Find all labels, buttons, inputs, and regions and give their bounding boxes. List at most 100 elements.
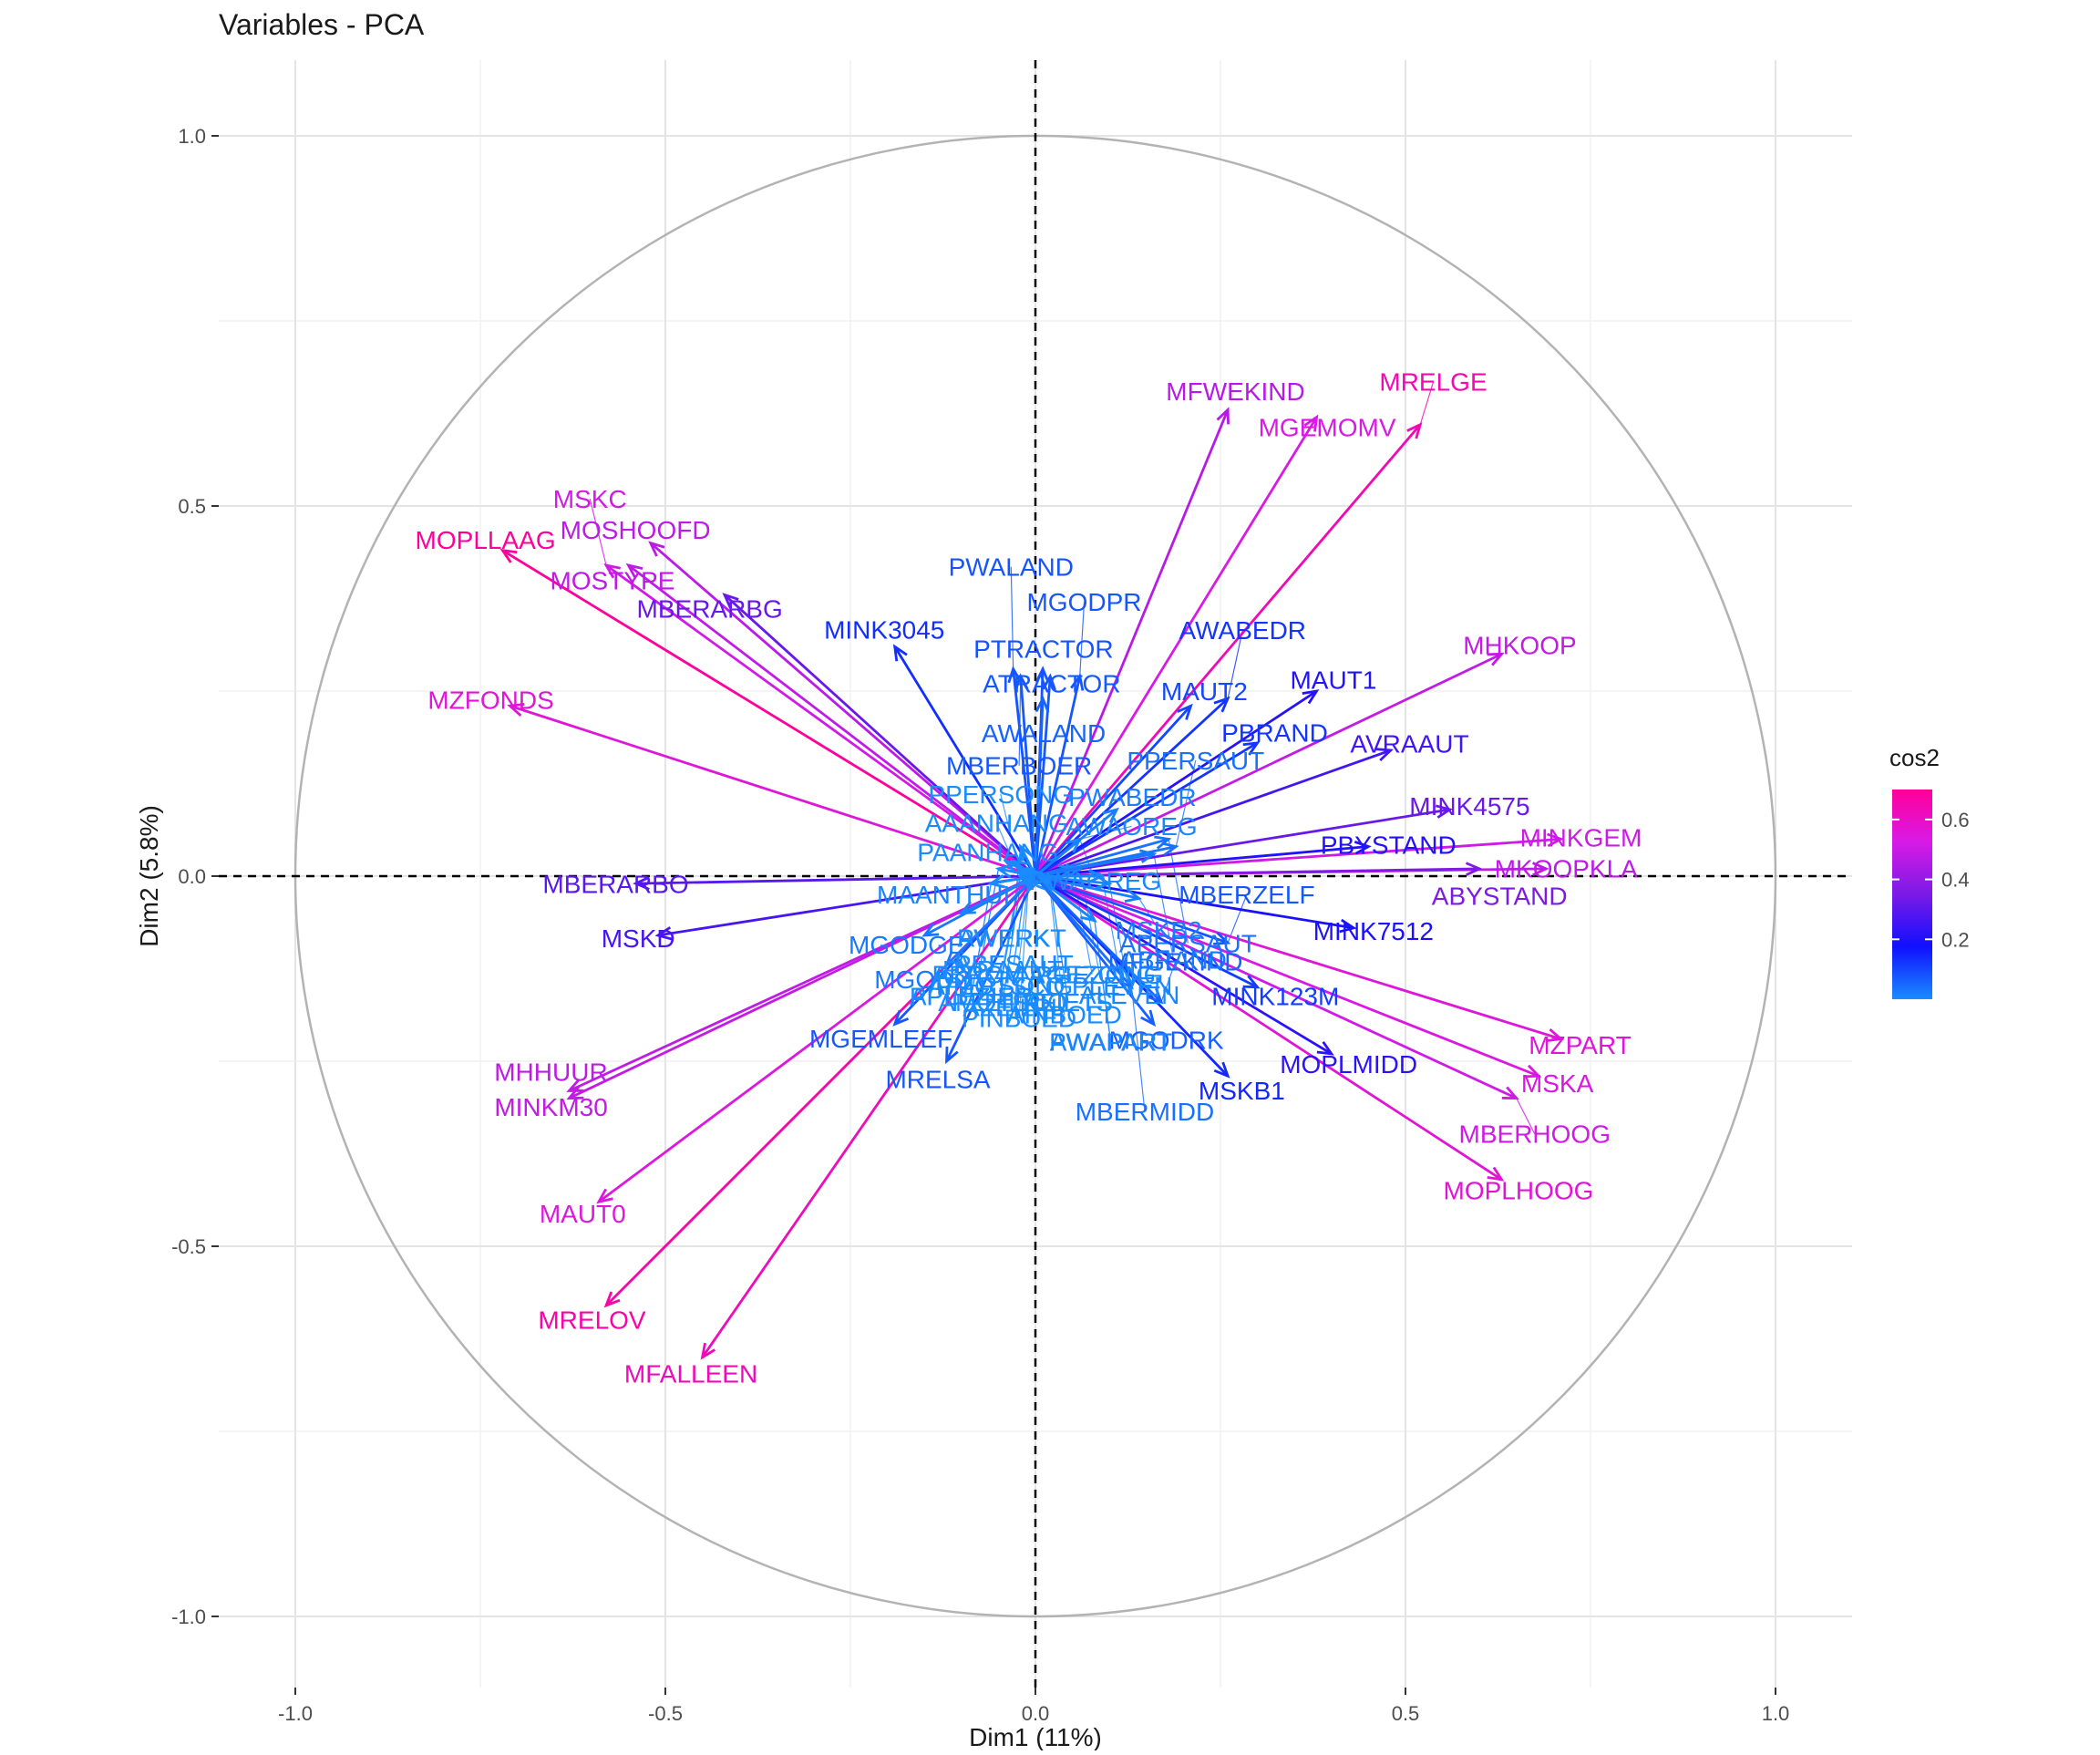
arrow-moshoofd: [649, 542, 1036, 878]
arrowhead-minkgem: [1547, 832, 1564, 848]
variable-label: PBROM: [932, 960, 1025, 988]
variable-label: PBESAUT: [954, 950, 1074, 978]
arrowhead-mfgekind: [1147, 987, 1164, 1005]
label-connector: [589, 498, 607, 566]
variable-label: AWAOREG: [1066, 812, 1198, 841]
arrow-mink3045: [893, 645, 1037, 877]
arrow-maut1: [1035, 689, 1318, 878]
arrowhead-mskc: [603, 563, 621, 579]
arrowhead-moshoofd: [648, 541, 665, 557]
variable-label: MBERBOER: [946, 752, 1092, 780]
variable-label: MZFONDS: [427, 686, 553, 714]
arrowhead-mska: [1524, 1064, 1542, 1079]
arrow-mskd: [657, 874, 1036, 937]
label-connector: [1168, 839, 1189, 944]
arrowhead-mgodrk: [1140, 1009, 1157, 1027]
arrowhead-mgodov: [944, 950, 962, 967]
arrowhead-mbermidd: [1117, 973, 1134, 990]
arrowhead-mfalleen: [700, 1342, 716, 1360]
legend-title: cos2: [1889, 744, 1940, 771]
arrowhead-awabedr: [1213, 696, 1230, 713]
variable-label: MOSHOOFD: [561, 516, 711, 544]
variable-label: MSKB1: [1199, 1077, 1285, 1105]
variable-label: MINK3045: [824, 615, 944, 644]
variable-label: MBERARBG: [637, 594, 783, 623]
variable-label: MBERARBO: [542, 870, 688, 898]
arrow-mopllaag: [501, 549, 1036, 878]
label-connector: [1516, 1098, 1536, 1135]
arrow-mberboer: [1019, 676, 1037, 877]
arrow-awabedr: [1035, 697, 1230, 878]
variable-label: MBERMIDD: [1076, 1098, 1214, 1126]
variable-label: PVRAAUT: [942, 955, 1063, 984]
arrowhead-mberzelf: [1213, 932, 1231, 945]
variable-label: PWABEDR: [1068, 783, 1197, 811]
variable-label: PGEZONG: [1035, 961, 1163, 989]
arrowhead-awapart: [1080, 907, 1097, 923]
label-connector: [1419, 381, 1435, 425]
variable-label: MFWEKIND: [1166, 377, 1304, 406]
arrow-mink123m: [1035, 874, 1259, 989]
y-tick-label: 0.0: [178, 865, 206, 888]
arrowhead-pbrom: [995, 863, 1014, 879]
arrow-pwabedr: [1035, 808, 1118, 878]
arrowhead-apersaut: [1154, 835, 1172, 850]
variable-label: MRELOV: [538, 1306, 646, 1334]
variable-label: PBRAND: [1221, 718, 1328, 747]
arrow-abystand: [1035, 867, 1480, 878]
variable-label: AMOTSCO: [938, 988, 1067, 1017]
variable-label: MSKC: [553, 485, 627, 513]
label-connector: [1079, 602, 1086, 676]
arrowhead-mgodge: [921, 923, 940, 937]
variable-label: MOSTYPE: [550, 566, 674, 594]
arrow-mberarbo: [635, 874, 1036, 885]
arrowhead-mink3045: [892, 644, 908, 662]
arrowhead-mink4575: [1435, 804, 1454, 819]
arrowhead-mhhuur: [566, 1079, 584, 1092]
arrow-abrand: [1035, 852, 1155, 878]
arrow-mhhuur: [568, 874, 1036, 1092]
variable-label: MSKA: [1521, 1069, 1594, 1098]
arrowhead-mhkoop: [1487, 652, 1505, 666]
variable-label: PLEVEN: [1072, 972, 1173, 1000]
variable-label: ABESAUT: [954, 950, 1074, 978]
arrowhead-maut2: [1177, 703, 1193, 720]
legend-tick-label: 0.2: [1941, 928, 1970, 951]
arrow-maut0: [598, 874, 1036, 1203]
variable-label: APLEZIER: [910, 983, 1033, 1011]
variable-label: MSKB2: [1116, 916, 1202, 945]
arrow-mzpart: [1035, 874, 1561, 1040]
arrow-avraaut: [1035, 748, 1392, 878]
arrow-awaland: [1034, 698, 1045, 877]
label-connector: [1013, 883, 1029, 1007]
variable-label: AAANHANG: [925, 809, 1068, 837]
x-tick-label: 1.0: [1762, 1702, 1790, 1725]
variable-label: MSKD: [602, 924, 675, 953]
variable-label: MOPLLAAG: [416, 526, 556, 554]
arrow-aleven: [1035, 874, 1110, 885]
arrowhead-mberarbo: [633, 876, 650, 891]
y-axis-label: Dim2 (5.8%): [135, 805, 163, 947]
arrow-maut2: [1034, 705, 1192, 877]
arrow-mbermidd: [1034, 875, 1133, 988]
label-connector: [1049, 883, 1069, 1003]
y-tick-label: -0.5: [171, 1235, 206, 1258]
variable-label: MRELSA: [885, 1066, 990, 1094]
arrowhead-pwaland: [1007, 666, 1022, 684]
arrowhead-maut1: [1302, 689, 1320, 705]
arrowhead-mgemleef: [892, 1009, 910, 1027]
variable-label: AWALAND: [982, 719, 1106, 748]
arrow-mfwekind: [1034, 408, 1230, 877]
arrow-mgodpr: [1034, 676, 1082, 877]
arrowhead-mskb1: [1213, 1061, 1230, 1079]
x-axis-label: Dim1 (11%): [969, 1723, 1102, 1750]
variable-label: MAUT0: [540, 1200, 626, 1228]
arrowhead-mostype: [625, 563, 643, 579]
label-connector: [1227, 630, 1243, 699]
y-tick-label: 1.0: [178, 125, 206, 148]
arrow-mrelge: [1034, 423, 1422, 877]
arrowhead-ppersaut: [1161, 841, 1179, 857]
arrowhead-atractor: [1042, 673, 1056, 691]
arrowhead-pbystand: [1354, 840, 1372, 855]
